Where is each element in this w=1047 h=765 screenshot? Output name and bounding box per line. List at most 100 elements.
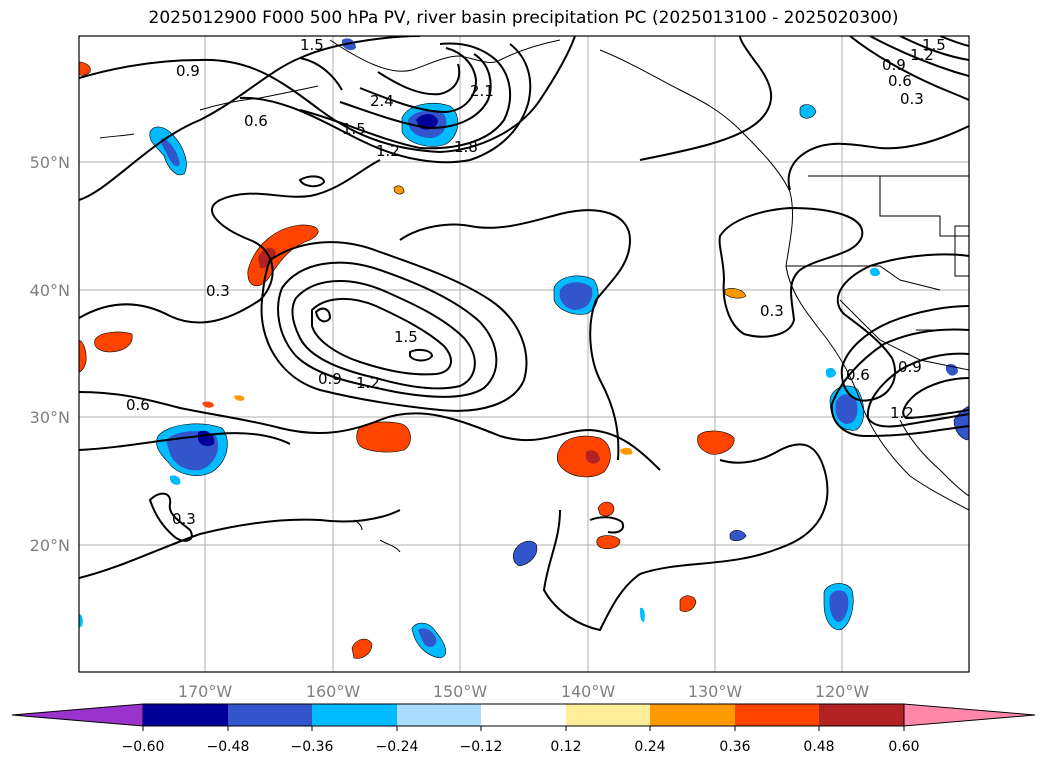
precip-blob-pos-8	[596, 535, 621, 550]
border-us-state-box	[954, 225, 969, 277]
precip-negative-areas	[79, 38, 969, 659]
contour-label-0.6-west: 0.6	[126, 396, 150, 414]
pv-contour-0.6-west	[79, 159, 381, 324]
precip-blob-neg-11	[729, 530, 747, 542]
contour-label-0.3-northeast-b: 0.3	[900, 90, 924, 108]
pv-contour-0.3-northeast-b	[787, 125, 969, 191]
precip-blob-neg-3-mid	[559, 282, 593, 310]
precip-blob-pos-7	[697, 430, 735, 455]
pv-contour-0.3-south	[79, 509, 401, 579]
coastlines	[99, 39, 969, 553]
lon-label-150w: 150°W	[433, 682, 488, 701]
pv-contour-small-loop-2	[148, 492, 193, 542]
pv-contour-0.6-central	[79, 391, 661, 471]
colorbar-extend-high	[903, 703, 1036, 727]
pv-contour-0.3-southeast	[542, 443, 829, 632]
lat-label-20n: 20°N	[30, 536, 70, 555]
plot-area	[79, 36, 969, 672]
pv-contour-0.3-northeast	[718, 206, 864, 338]
contour-label-2.4-north: 2.4	[370, 92, 394, 110]
pv-contour-0.9-low	[260, 241, 528, 412]
pv-contour-0.3-north	[639, 36, 772, 161]
colorbar-segment-8	[735, 704, 819, 726]
pv-contour-0.3-central	[399, 209, 632, 461]
precip-blob-pos-14	[202, 401, 214, 408]
pv-contour-1.2-southeast	[902, 377, 969, 420]
colorbar-tick-label-9: 0.48	[803, 739, 834, 755]
pv-contour-2.4-north	[377, 63, 461, 96]
coastline-baja	[899, 419, 969, 497]
precip-blob-pos-6-core	[586, 450, 600, 464]
precip-blob-neg-18	[640, 607, 645, 622]
pv-contour-1.5-northeast	[939, 36, 969, 47]
pv-contour-1.2-northeast	[899, 36, 969, 61]
contour-labels: 0.9 0.6 1.5 1.2 1.8 2.4 2.1 1.5 0.3 1.5 …	[126, 36, 946, 528]
contour-label-0.6-northeast: 0.6	[888, 72, 912, 90]
precip-blob-pos-3	[79, 339, 87, 373]
colorbar-tick-label-10: 0.60	[888, 739, 919, 755]
contour-label-1.5-north: 1.5	[342, 120, 366, 138]
precip-blob-pos-6	[556, 435, 611, 478]
colorbar-segment-4	[397, 704, 481, 726]
precip-blob-pos-11	[679, 595, 697, 612]
pv-contour-1.5-northwest	[299, 57, 343, 91]
precip-blob-pos-4	[79, 61, 91, 76]
map-title: 2025012900 F000 500 hPa PV, river basin …	[148, 8, 899, 28]
pv-contour-1.8-north	[339, 53, 492, 130]
precip-blob-neg-13	[826, 367, 836, 378]
colorbar-segment-2	[228, 704, 312, 726]
lat-label-40n: 40°N	[30, 281, 70, 300]
coastline-hawaii-2	[353, 519, 363, 531]
lon-label-170w: 170°W	[178, 682, 233, 701]
pv-contour-1.5-north	[299, 42, 512, 150]
coastline-alaska-peninsula	[329, 39, 561, 72]
latitude-labels: 50°N 40°N 30°N 20°N	[30, 153, 70, 555]
contour-label-1.2-southeast: 1.2	[890, 404, 914, 422]
longitude-labels: 170°W 160°W 150°W 140°W 130°W 120°W	[178, 682, 870, 701]
precip-blob-neg-17	[170, 475, 181, 485]
lon-label-120w: 120°W	[815, 682, 870, 701]
colorbar-ticks	[142, 726, 905, 731]
precip-positive-areas	[79, 61, 747, 659]
border-us-states-central	[786, 265, 941, 291]
colorbar-segment-1	[143, 704, 228, 726]
contour-label-1.2-low: 1.2	[356, 374, 380, 392]
border-us-mexico	[839, 299, 969, 371]
pv-contour-1.8-low	[311, 297, 452, 376]
pv-contour-0.3-southwest	[79, 432, 291, 451]
pv-contour-0.9-northeast	[869, 36, 969, 77]
precip-blob-pos-5	[356, 421, 411, 453]
contour-label-0.6-north: 0.6	[244, 112, 268, 130]
pv-contour-small-loop-3	[589, 516, 624, 534]
contour-label-1.2-northeast: 1.2	[910, 46, 934, 64]
colorbar-tick-label-2: −0.48	[207, 739, 250, 755]
precip-blob-pos-10	[351, 638, 373, 659]
lon-label-160w: 160°W	[306, 682, 361, 701]
pv-contour-2.1-low-a	[314, 307, 332, 323]
plot-border	[78, 35, 970, 673]
contour-label-0.3-south: 0.3	[172, 510, 196, 528]
precip-blob-pos-15	[234, 395, 245, 401]
border-us-states-north	[879, 176, 969, 237]
pv-contour-0.6-north	[79, 36, 421, 201]
precip-blob-neg-5-mid	[835, 394, 858, 424]
coastline-aleutians	[199, 85, 319, 111]
contour-label-0.3-northeast: 0.3	[760, 302, 784, 320]
contour-label-1.5-northeast: 1.5	[922, 36, 946, 54]
colorbar-segment-7	[650, 704, 735, 726]
colorbar-tick-label-7: 0.24	[634, 739, 665, 755]
contour-label-0.9-north: 0.9	[176, 62, 200, 80]
colorbar-segment-9	[819, 704, 904, 726]
pv-contour-1.5-low	[291, 280, 476, 390]
pv-contour-2.1-low-b	[409, 348, 434, 362]
pv-contour-1.2-north	[239, 43, 532, 164]
colorbar-extend-low	[11, 703, 144, 727]
coastline-aleutians-west	[99, 133, 135, 139]
precip-blob-neg-7-mid	[829, 590, 849, 622]
contour-label-1.5-northwest: 1.5	[300, 36, 324, 54]
pv-contour-0.9-southeast	[866, 352, 969, 428]
colorbar: −0.60 −0.48 −0.36 −0.24 −0.12 0.12 0.24 …	[11, 703, 1036, 755]
contour-label-1.5-low: 1.5	[394, 328, 418, 346]
contour-label-1.8-north: 1.8	[454, 138, 478, 156]
pv-contour-0.6-southeast	[830, 328, 969, 438]
